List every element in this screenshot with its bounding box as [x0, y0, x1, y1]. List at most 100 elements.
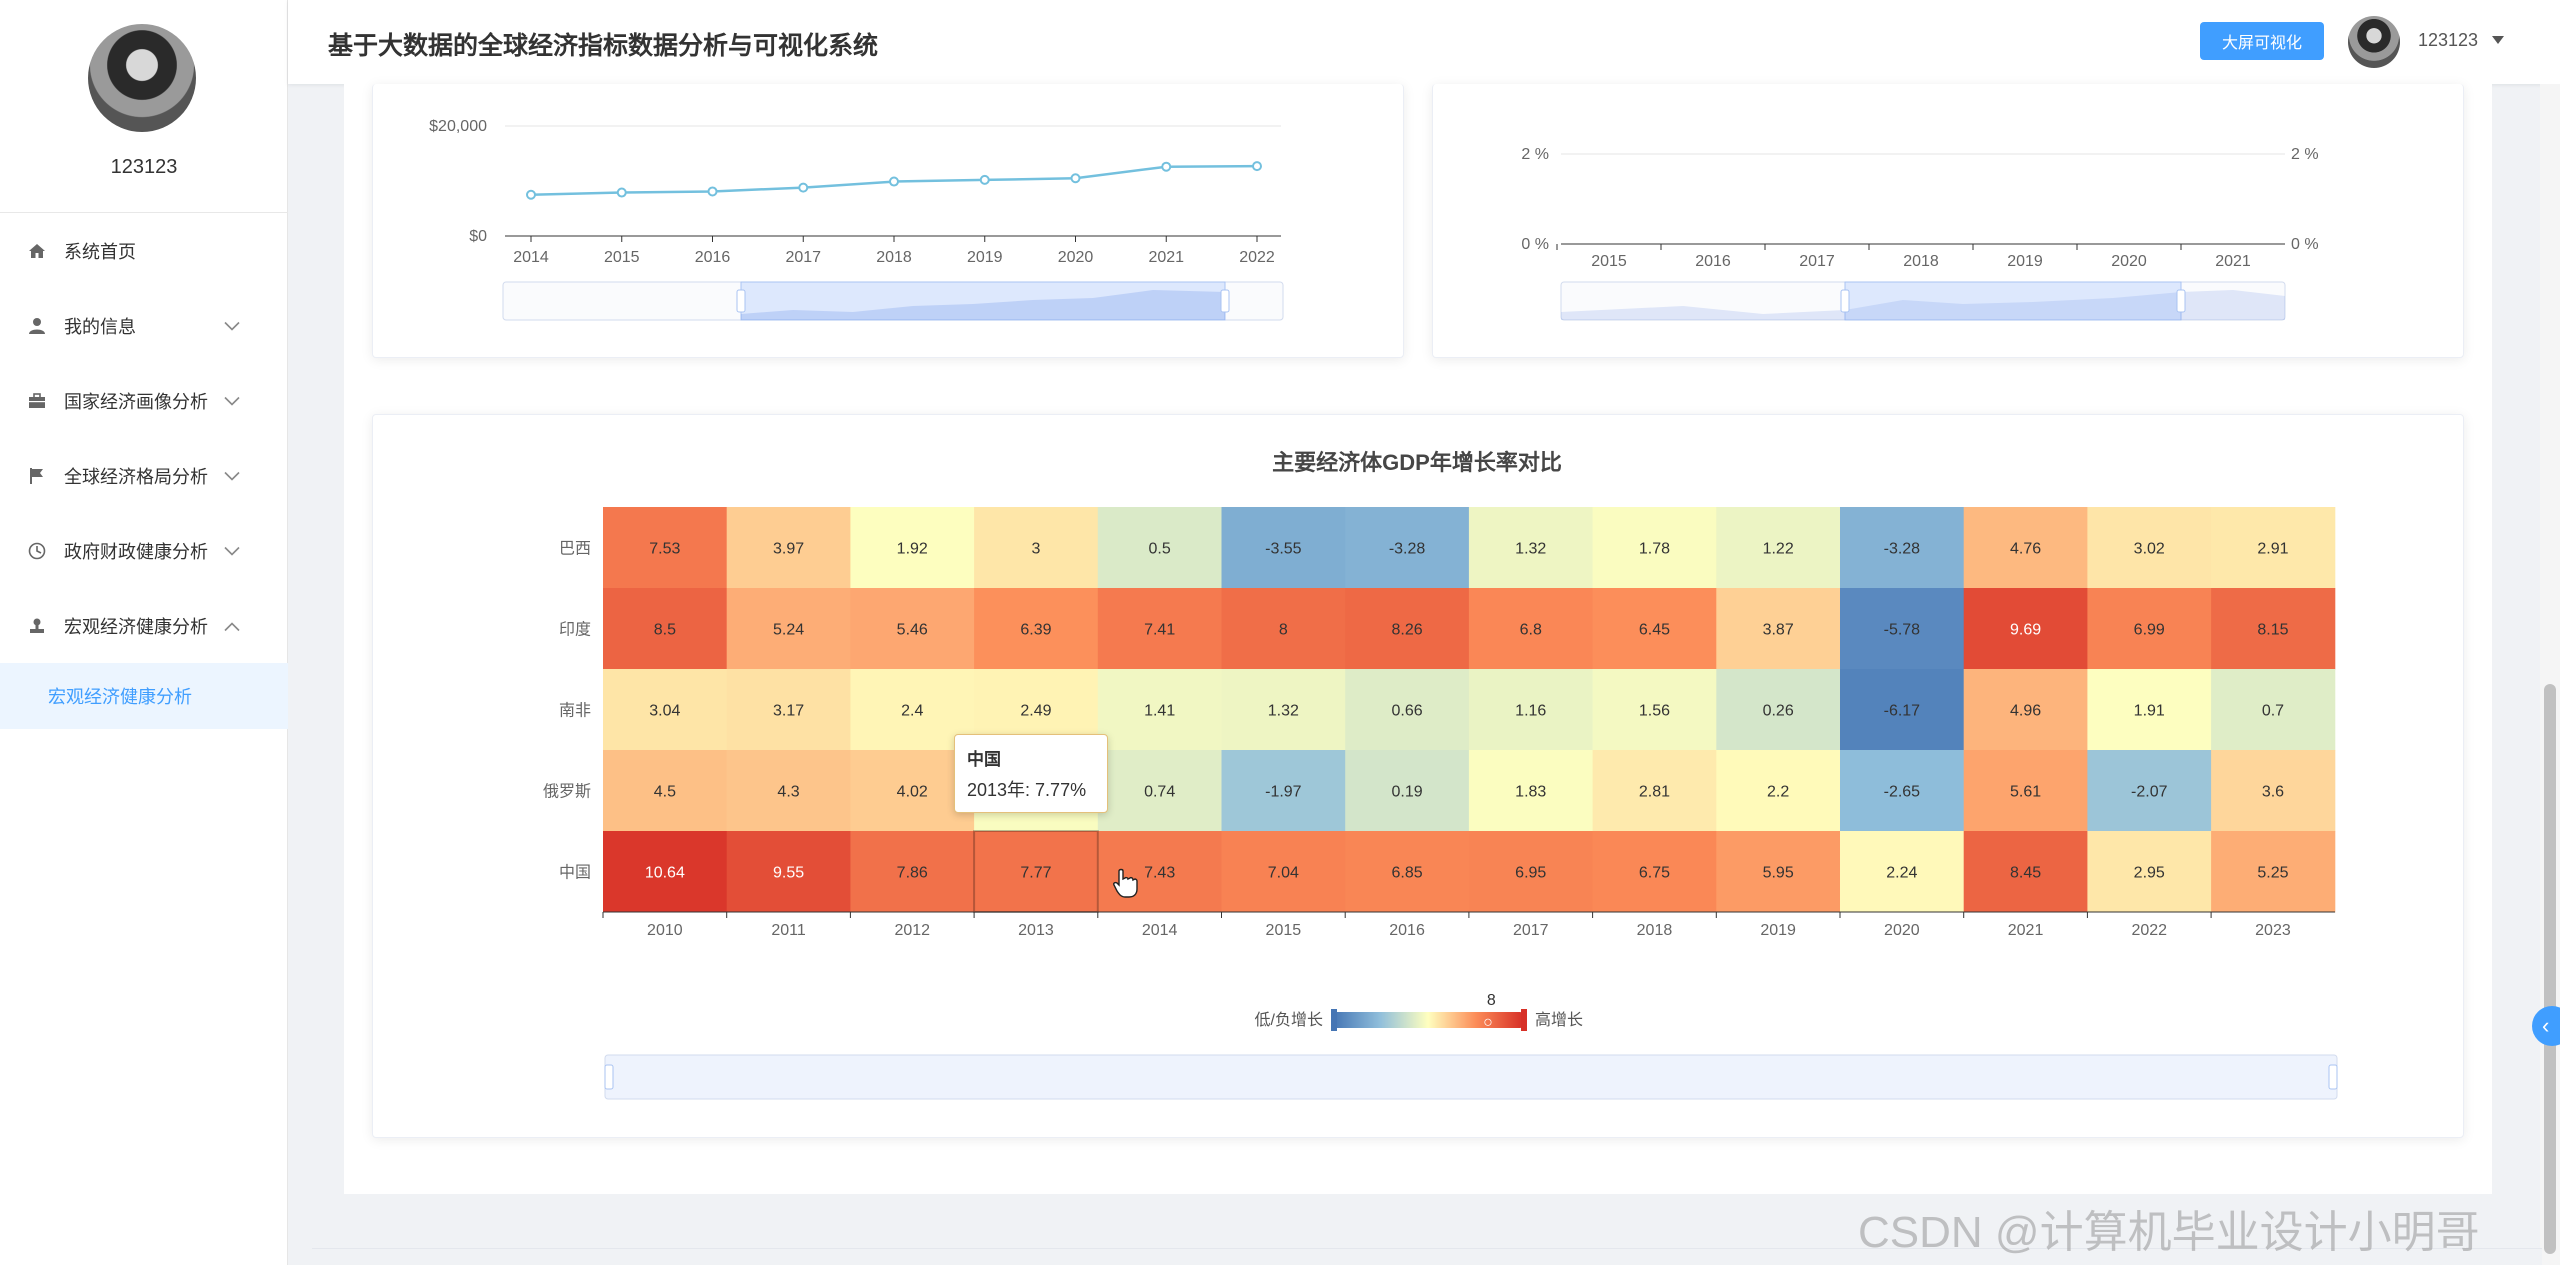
heatmap-cell[interactable] — [1840, 669, 1965, 751]
heatmap-cell[interactable] — [974, 831, 1099, 913]
heatmap-cell[interactable] — [1840, 588, 1965, 670]
bigscreen-button[interactable]: 大屏可视化 — [2200, 22, 2324, 60]
heatmap-cell[interactable] — [1716, 507, 1841, 589]
heatmap-cell[interactable] — [603, 507, 728, 589]
datazoom-handle-left[interactable] — [1840, 289, 1850, 313]
data-point[interactable] — [979, 174, 990, 185]
heatmap-cell[interactable] — [1840, 750, 1965, 832]
data-point[interactable] — [1070, 173, 1081, 184]
heatmap-cell[interactable] — [850, 588, 975, 670]
heatmap-datazoom-slider[interactable] — [604, 1054, 2338, 1100]
heatmap-cell[interactable] — [2087, 750, 2212, 832]
heatmap-cell[interactable] — [850, 669, 975, 751]
heatmap-cell[interactable] — [726, 831, 851, 913]
heatmap-cell[interactable] — [1840, 507, 1965, 589]
heatmap-cell[interactable] — [1963, 588, 2088, 670]
heatmap-cell[interactable] — [2087, 669, 2212, 751]
heatmap-cell[interactable] — [1716, 588, 1841, 670]
heatmap-cell[interactable] — [603, 831, 728, 913]
heatmap-cell[interactable] — [603, 750, 728, 832]
datazoom-handle-left[interactable] — [604, 1064, 614, 1090]
heatmap-cell[interactable] — [1221, 750, 1346, 832]
heatmap-cell[interactable] — [1097, 750, 1222, 832]
heatmap-cell[interactable] — [1963, 750, 2088, 832]
sidebar-item-fiscal-health[interactable]: 政府财政健康分析 — [0, 513, 288, 588]
sidebar-item-home[interactable]: 系统首页 — [0, 213, 288, 288]
heatmap-cell[interactable] — [1097, 507, 1222, 589]
heatmap-cell[interactable] — [850, 750, 975, 832]
heatmap-cell[interactable] — [1840, 831, 1965, 913]
data-point[interactable] — [616, 187, 627, 198]
data-point[interactable] — [1252, 161, 1262, 172]
data-point[interactable] — [1161, 161, 1172, 172]
chevron-left-icon[interactable]: ‹ — [2532, 1006, 2560, 1046]
heatmap-cell[interactable] — [1592, 750, 1717, 832]
heatmap-cell[interactable] — [1345, 831, 1470, 913]
heatmap-cell[interactable] — [1716, 750, 1841, 832]
visual-map-handle-high[interactable] — [1521, 1009, 1527, 1031]
heatmap-cell[interactable] — [1716, 831, 1841, 913]
heatmap-cell[interactable] — [603, 669, 728, 751]
sidebar-item-my-info[interactable]: 我的信息 — [0, 288, 288, 363]
heatmap-cell[interactable] — [974, 507, 1099, 589]
datazoom-handle-right[interactable] — [2328, 1064, 2338, 1090]
heatmap-cell[interactable] — [1963, 831, 2088, 913]
heatmap-cell[interactable] — [1963, 669, 2088, 751]
heatmap-cell[interactable] — [1592, 831, 1717, 913]
datazoom-handle-left[interactable] — [736, 289, 746, 313]
visual-map-handle-low[interactable] — [1331, 1009, 1337, 1031]
page-scrollbar-thumb[interactable] — [2544, 684, 2556, 1254]
data-point[interactable] — [526, 189, 536, 200]
heatmap-cell[interactable] — [1345, 669, 1470, 751]
heatmap-cell[interactable] — [1221, 831, 1346, 913]
data-point[interactable] — [707, 186, 718, 197]
caret-down-icon[interactable] — [2492, 36, 2504, 44]
heatmap-cell[interactable] — [1592, 588, 1717, 670]
data-point[interactable] — [798, 182, 809, 193]
data-point[interactable] — [889, 176, 899, 187]
sidebar-subitem-macro-health[interactable]: 宏观经济健康分析 — [0, 663, 288, 729]
heatmap-cell[interactable] — [2211, 831, 2336, 913]
heatmap-cell[interactable] — [2087, 831, 2212, 913]
heatmap-cell[interactable] — [1468, 750, 1594, 832]
heatmap-cell[interactable] — [2087, 588, 2212, 670]
heatmap-cell[interactable] — [1963, 507, 2088, 589]
heatmap-cell[interactable] — [1097, 669, 1222, 751]
heatmap-cell[interactable] — [2211, 750, 2336, 832]
datazoom-handle-right[interactable] — [2176, 289, 2186, 313]
sidebar-item-global-pattern[interactable]: 全球经济格局分析 — [0, 438, 288, 513]
heatmap-cell[interactable] — [726, 507, 851, 589]
heatmap-cell[interactable] — [726, 588, 851, 670]
heatmap-cell[interactable] — [1468, 588, 1594, 670]
heatmap-cell[interactable] — [1221, 507, 1346, 589]
heatmap-cell[interactable] — [1592, 669, 1717, 751]
heatmap-cell[interactable] — [1221, 669, 1346, 751]
heatmap-cell[interactable] — [1345, 750, 1470, 832]
heatmap-cell[interactable] — [726, 669, 851, 751]
heatmap-cell[interactable] — [726, 750, 851, 832]
heatmap-cell[interactable] — [1468, 831, 1594, 913]
heatmap-cell[interactable] — [1221, 588, 1346, 670]
heatmap-cell[interactable] — [2211, 588, 2336, 670]
sidebar-item-macro-health[interactable]: 宏观经济健康分析 — [0, 588, 288, 663]
visual-map-bar[interactable] — [1333, 1012, 1523, 1028]
heatmap-cell[interactable] — [1468, 669, 1594, 751]
heatmap-cell[interactable] — [1345, 588, 1470, 670]
heatmap-cell[interactable] — [1592, 507, 1717, 589]
heatmap-cell[interactable] — [603, 588, 728, 670]
profile-avatar[interactable] — [88, 24, 196, 132]
heatmap-cell[interactable] — [1716, 669, 1841, 751]
heatmap-cell[interactable] — [1097, 588, 1222, 670]
heatmap-cell[interactable] — [850, 831, 975, 913]
avatar[interactable] — [2348, 16, 2400, 68]
heatmap-cell[interactable] — [1345, 507, 1470, 589]
datazoom-handle-right[interactable] — [1220, 289, 1230, 313]
header-username[interactable]: 123123 — [2418, 30, 2479, 50]
heatmap-cell[interactable] — [974, 588, 1099, 670]
heatmap-cell[interactable] — [2211, 669, 2336, 751]
heatmap-cell[interactable] — [2211, 507, 2336, 589]
heatmap-cell[interactable] — [1468, 507, 1594, 589]
heatmap-cell[interactable] — [2087, 507, 2212, 589]
heatmap-cell[interactable] — [850, 507, 975, 589]
sidebar-item-country-profile[interactable]: 国家经济画像分析 — [0, 363, 288, 438]
